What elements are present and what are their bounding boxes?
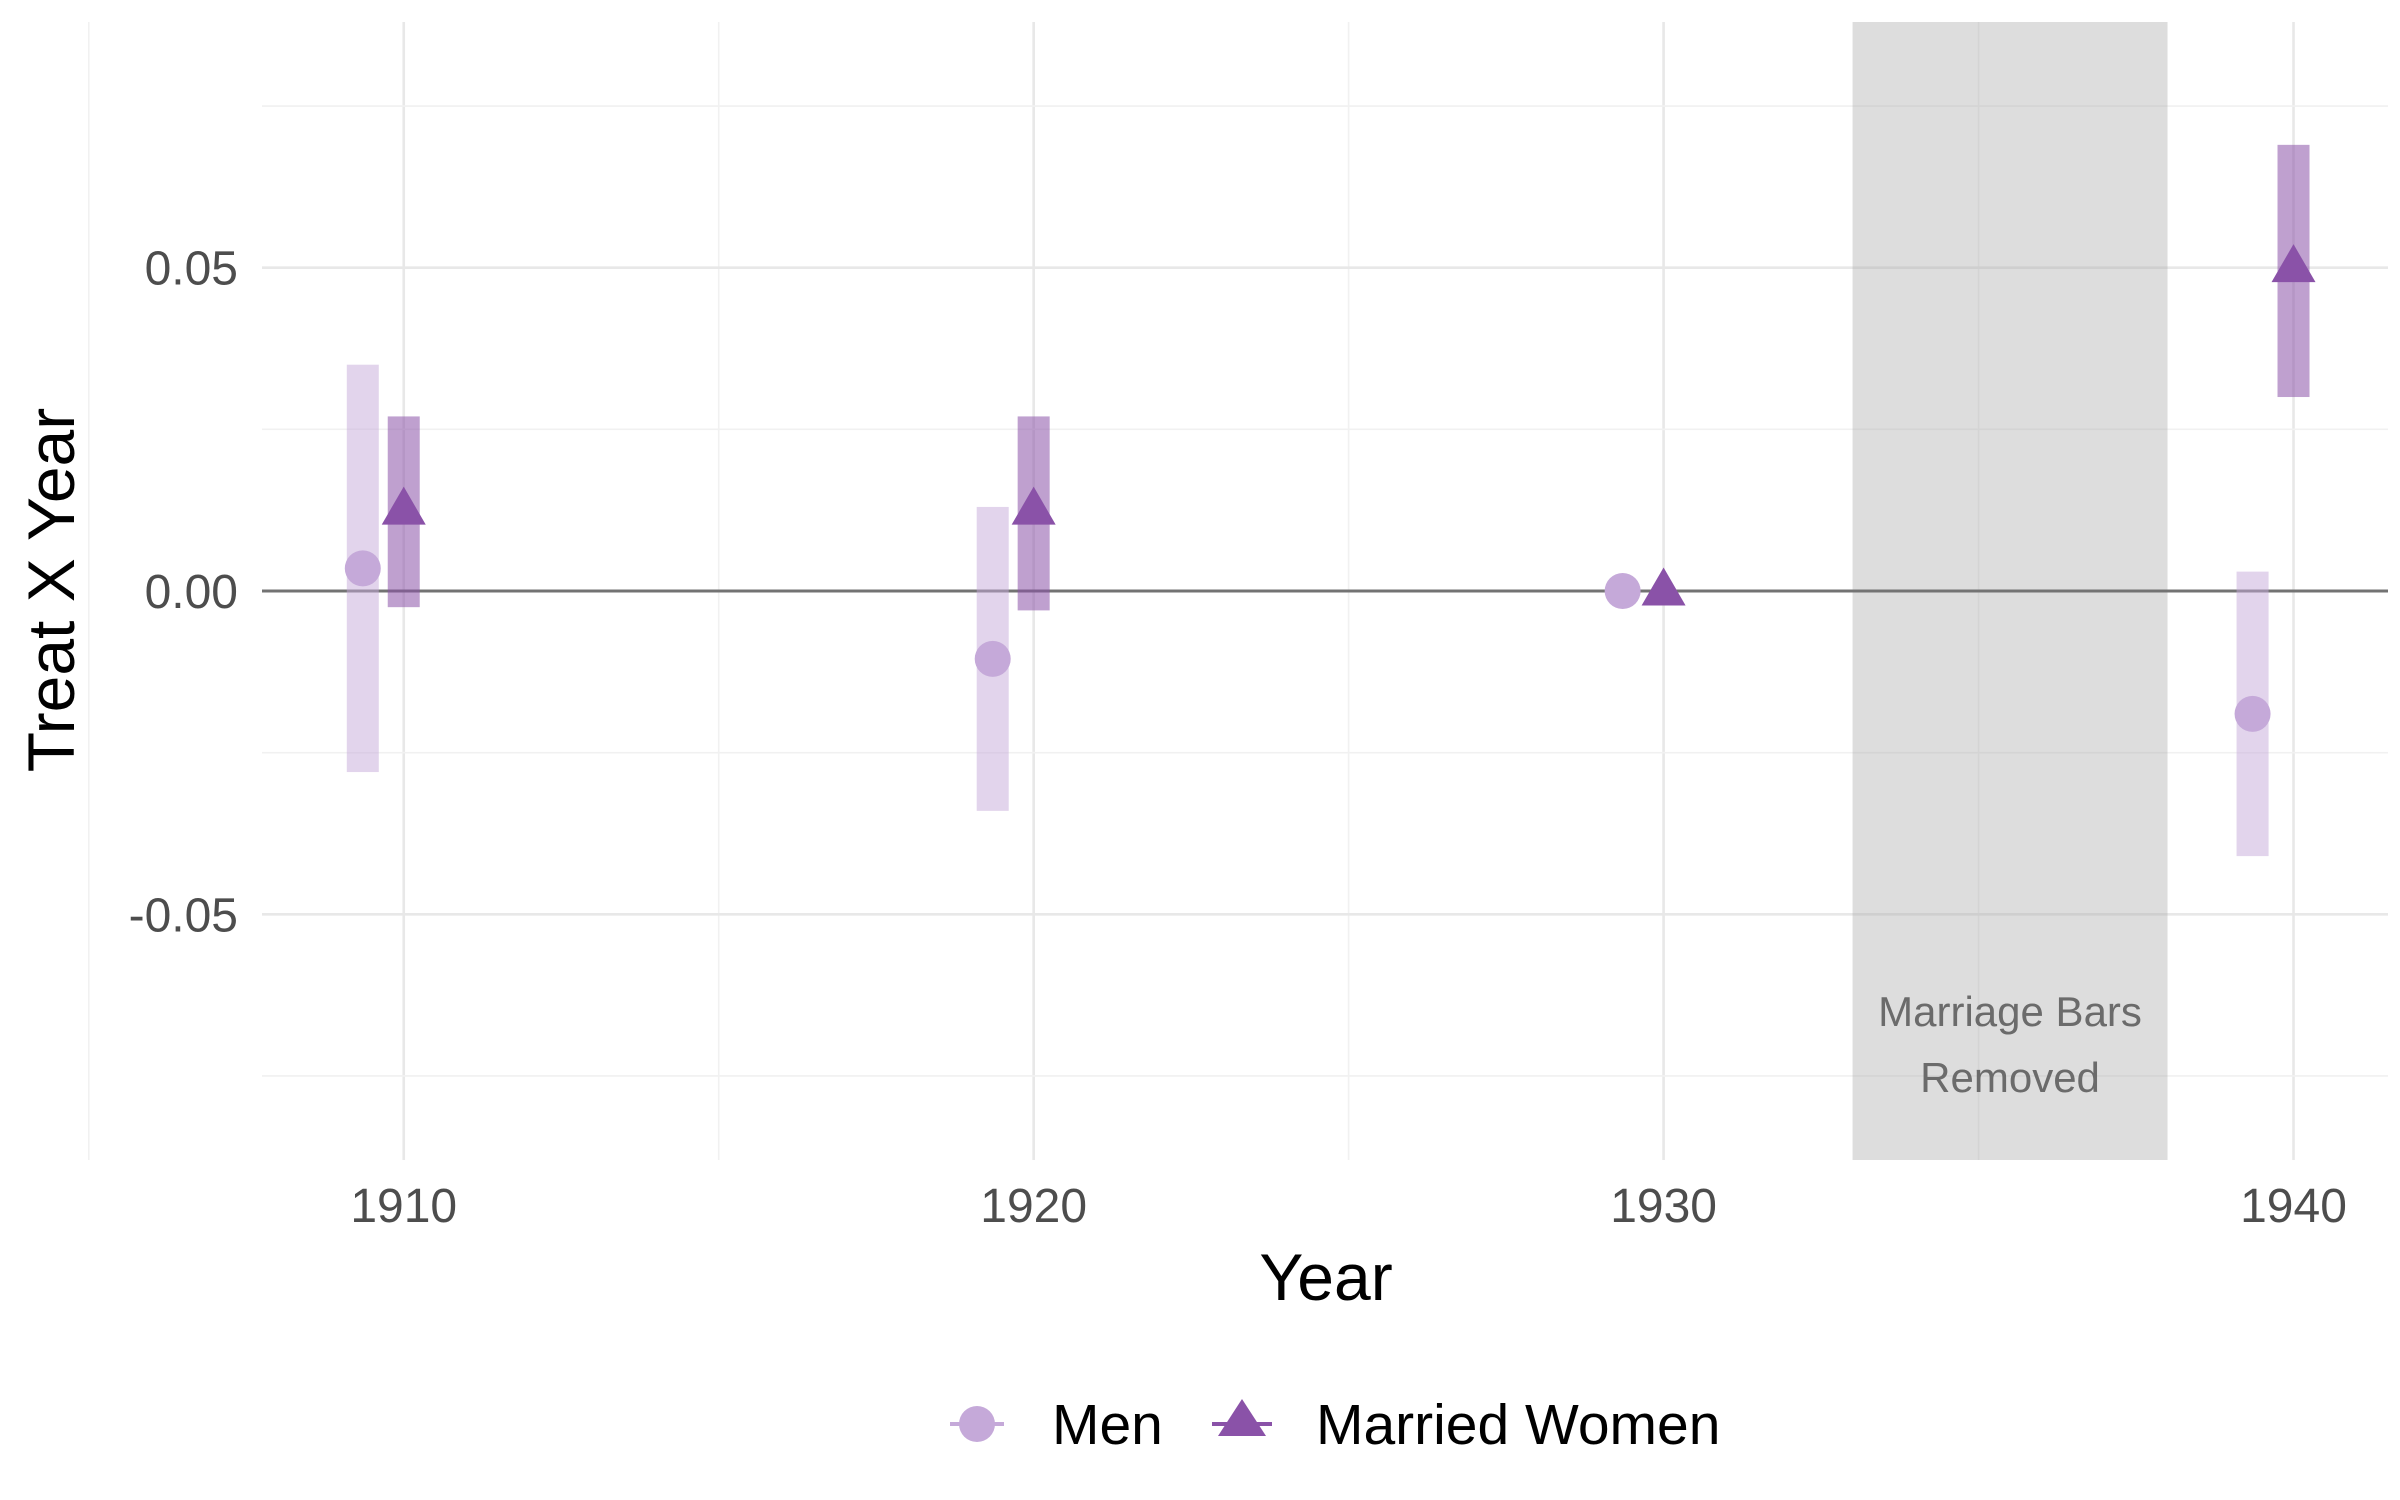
x-tick-label: 1940 <box>2240 1180 2347 1233</box>
point-markers <box>344 244 2316 732</box>
y-axis-title: Treat X Year <box>14 408 88 772</box>
point-married-women <box>2271 244 2316 283</box>
point-men <box>1604 573 1641 609</box>
point-men <box>344 550 381 587</box>
legend: Men Married Women <box>950 1393 1720 1457</box>
x-axis-tick-labels: 1910 1920 1930 1940 <box>350 1180 2347 1233</box>
legend-label-men: Men <box>1052 1393 1163 1457</box>
y-tick-label: -0.05 <box>129 889 238 942</box>
point-married-women <box>1641 567 1686 606</box>
x-tick-label: 1910 <box>350 1180 457 1233</box>
y-tick-label: 0.05 <box>145 243 238 296</box>
shaded-region-label-line: Marriage Bars <box>1878 988 2142 1035</box>
legend-label-married-women: Married Women <box>1316 1393 1720 1457</box>
point-married-women <box>1011 486 1056 525</box>
legend-key-men <box>959 1406 995 1442</box>
y-axis-tick-labels: -0.05 0.00 0.05 <box>129 243 238 943</box>
legend-key-married-women <box>1218 1399 1266 1436</box>
point-men <box>2234 695 2271 732</box>
point-men <box>974 640 1011 677</box>
x-axis-title: Year <box>1259 1240 1392 1314</box>
point-married-women <box>381 486 426 525</box>
shaded-region-label-line: Removed <box>1920 1054 2100 1101</box>
x-tick-label: 1920 <box>980 1180 1087 1233</box>
y-tick-label: 0.00 <box>145 566 238 619</box>
x-tick-label: 1930 <box>1610 1180 1717 1233</box>
